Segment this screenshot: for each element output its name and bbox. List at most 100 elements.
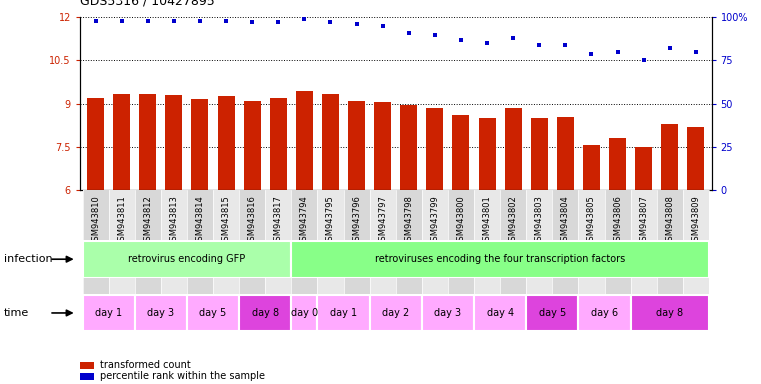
Bar	[426, 108, 444, 190]
Point	[664, 45, 676, 51]
Text: day 5: day 5	[199, 308, 227, 318]
Text: GSM943812: GSM943812	[143, 195, 152, 246]
Bar	[526, 295, 578, 331]
Bar	[374, 102, 391, 190]
Point	[428, 31, 441, 38]
Bar	[82, 295, 135, 331]
Text: day 2: day 2	[382, 308, 409, 318]
Bar	[296, 91, 313, 190]
Point	[377, 23, 389, 29]
Point	[272, 20, 285, 26]
Text: GSM943806: GSM943806	[613, 195, 622, 246]
Bar	[187, 295, 239, 331]
Bar	[474, 190, 500, 296]
Bar	[500, 190, 526, 296]
Text: GSM943804: GSM943804	[561, 195, 570, 246]
Text: GSM943813: GSM943813	[170, 195, 178, 246]
Point	[116, 18, 128, 24]
Bar	[578, 190, 604, 296]
Bar	[161, 190, 187, 296]
Bar	[266, 190, 291, 296]
Text: GSM943817: GSM943817	[274, 195, 283, 246]
Bar	[422, 190, 448, 296]
Bar	[244, 101, 261, 190]
Bar	[187, 190, 213, 296]
Bar	[270, 98, 287, 190]
Point	[559, 42, 572, 48]
Text: day 1: day 1	[95, 308, 123, 318]
Text: GSM943797: GSM943797	[378, 195, 387, 246]
Text: retrovirus encoding GFP: retrovirus encoding GFP	[129, 254, 246, 264]
Bar	[683, 190, 709, 296]
Text: day 6: day 6	[591, 308, 618, 318]
Bar	[400, 105, 417, 190]
Point	[507, 35, 519, 41]
Text: day 8: day 8	[656, 308, 683, 318]
Text: time: time	[4, 308, 29, 318]
Text: retroviruses encoding the four transcription factors: retroviruses encoding the four transcrip…	[375, 254, 626, 264]
Bar	[322, 94, 339, 190]
Text: GSM943811: GSM943811	[117, 195, 126, 246]
Text: transformed count: transformed count	[100, 360, 190, 370]
Point	[585, 51, 597, 57]
Bar	[348, 101, 365, 190]
Text: GSM943803: GSM943803	[535, 195, 544, 246]
Bar	[422, 295, 474, 331]
Bar	[631, 190, 657, 296]
Text: GSM943815: GSM943815	[221, 195, 231, 246]
Bar	[557, 117, 574, 190]
Bar	[661, 124, 678, 190]
Bar	[657, 190, 683, 296]
Bar	[635, 147, 652, 190]
Text: day 0: day 0	[291, 308, 318, 318]
Bar	[474, 295, 526, 331]
Bar	[218, 96, 234, 190]
Text: day 1: day 1	[330, 308, 357, 318]
Text: GSM943809: GSM943809	[692, 195, 700, 246]
Point	[142, 18, 154, 24]
Point	[481, 40, 493, 46]
Text: day 3: day 3	[435, 308, 461, 318]
Text: GSM943799: GSM943799	[431, 195, 439, 246]
Bar	[291, 295, 317, 331]
Point	[90, 18, 102, 24]
Text: GSM943795: GSM943795	[326, 195, 335, 246]
Point	[689, 49, 702, 55]
Text: GSM943807: GSM943807	[639, 195, 648, 246]
Bar	[82, 190, 109, 296]
Text: day 5: day 5	[539, 308, 566, 318]
Point	[638, 58, 650, 64]
Bar	[239, 190, 266, 296]
Bar	[82, 241, 291, 278]
Text: GSM943794: GSM943794	[300, 195, 309, 246]
Bar	[370, 190, 396, 296]
Bar	[505, 108, 521, 190]
Bar	[165, 95, 183, 190]
Point	[298, 16, 310, 22]
Bar	[192, 99, 209, 190]
Bar	[448, 190, 474, 296]
Bar	[370, 295, 422, 331]
Bar	[530, 118, 548, 190]
Bar	[631, 295, 709, 331]
Bar	[396, 190, 422, 296]
Point	[403, 30, 415, 36]
Text: GSM943810: GSM943810	[91, 195, 100, 246]
Bar	[604, 190, 631, 296]
Text: day 4: day 4	[486, 308, 514, 318]
Point	[612, 49, 624, 55]
Bar	[453, 115, 470, 190]
Point	[194, 18, 206, 24]
Bar	[87, 98, 104, 190]
Bar	[239, 295, 291, 331]
Bar	[609, 138, 626, 190]
Bar	[291, 241, 709, 278]
Bar	[135, 190, 161, 296]
Bar	[687, 127, 705, 190]
Point	[533, 42, 546, 48]
Bar	[578, 295, 631, 331]
Bar	[479, 118, 495, 190]
Point	[455, 37, 467, 43]
Text: GSM943801: GSM943801	[482, 195, 492, 246]
Bar	[139, 94, 156, 190]
